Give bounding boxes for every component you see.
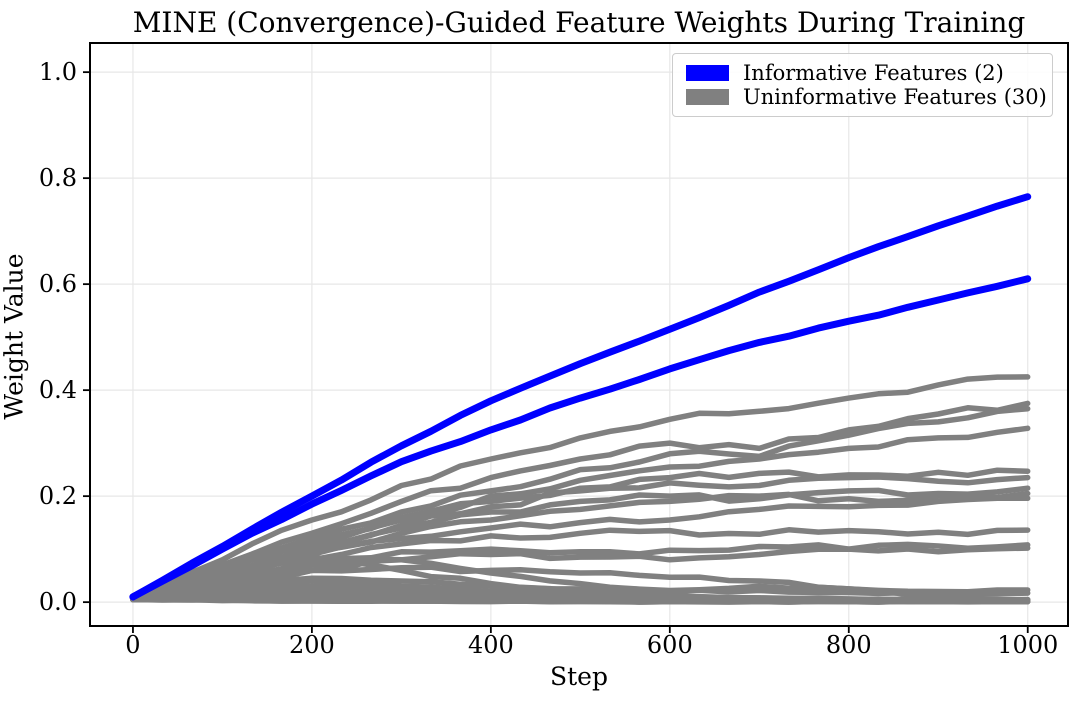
- legend-row-uninformative: Uninformative Features (30): [686, 85, 1047, 109]
- x-tick-label: 400: [468, 631, 514, 659]
- series-line-informative-1: [129, 193, 1032, 601]
- x-tick-label: 600: [647, 631, 693, 659]
- x-tick-label: 200: [289, 631, 335, 659]
- y-tick-label: 0.6: [39, 270, 77, 298]
- uninformative-swatch-icon: [686, 89, 729, 105]
- chart-title: MINE (Convergence)-Guided Feature Weight…: [132, 6, 1026, 39]
- series-line-uninformative-30: [130, 596, 1031, 605]
- series-line-informative-2: [129, 275, 1032, 601]
- series-line-uninformative-16: [130, 556, 1031, 603]
- series-line-uninformative-8: [130, 490, 1031, 603]
- x-axis-label: Step: [550, 662, 608, 691]
- y-tick-label: 0.8: [39, 164, 77, 192]
- axes-frame: [89, 42, 1069, 627]
- x-tick-label: 0: [125, 631, 140, 659]
- y-tick-label: 0.0: [39, 588, 77, 616]
- informative-swatch-icon: [686, 65, 729, 81]
- y-axis-label: Weight Value: [0, 253, 29, 420]
- x-tick-label: 1000: [997, 631, 1058, 659]
- y-tick-label: 1.0: [39, 58, 77, 86]
- legend-label-informative: Informative Features (2): [743, 61, 1004, 85]
- series-line-uninformative-1: [130, 374, 1031, 603]
- y-tick-label: 0.4: [39, 376, 77, 404]
- legend-label-uninformative: Uninformative Features (30): [743, 85, 1047, 109]
- legend: Informative Features (2) Uninformative F…: [672, 53, 1053, 117]
- x-tick-label: 800: [826, 631, 872, 659]
- y-tick-label: 0.2: [39, 482, 77, 510]
- legend-row-informative: Informative Features (2): [686, 61, 1042, 85]
